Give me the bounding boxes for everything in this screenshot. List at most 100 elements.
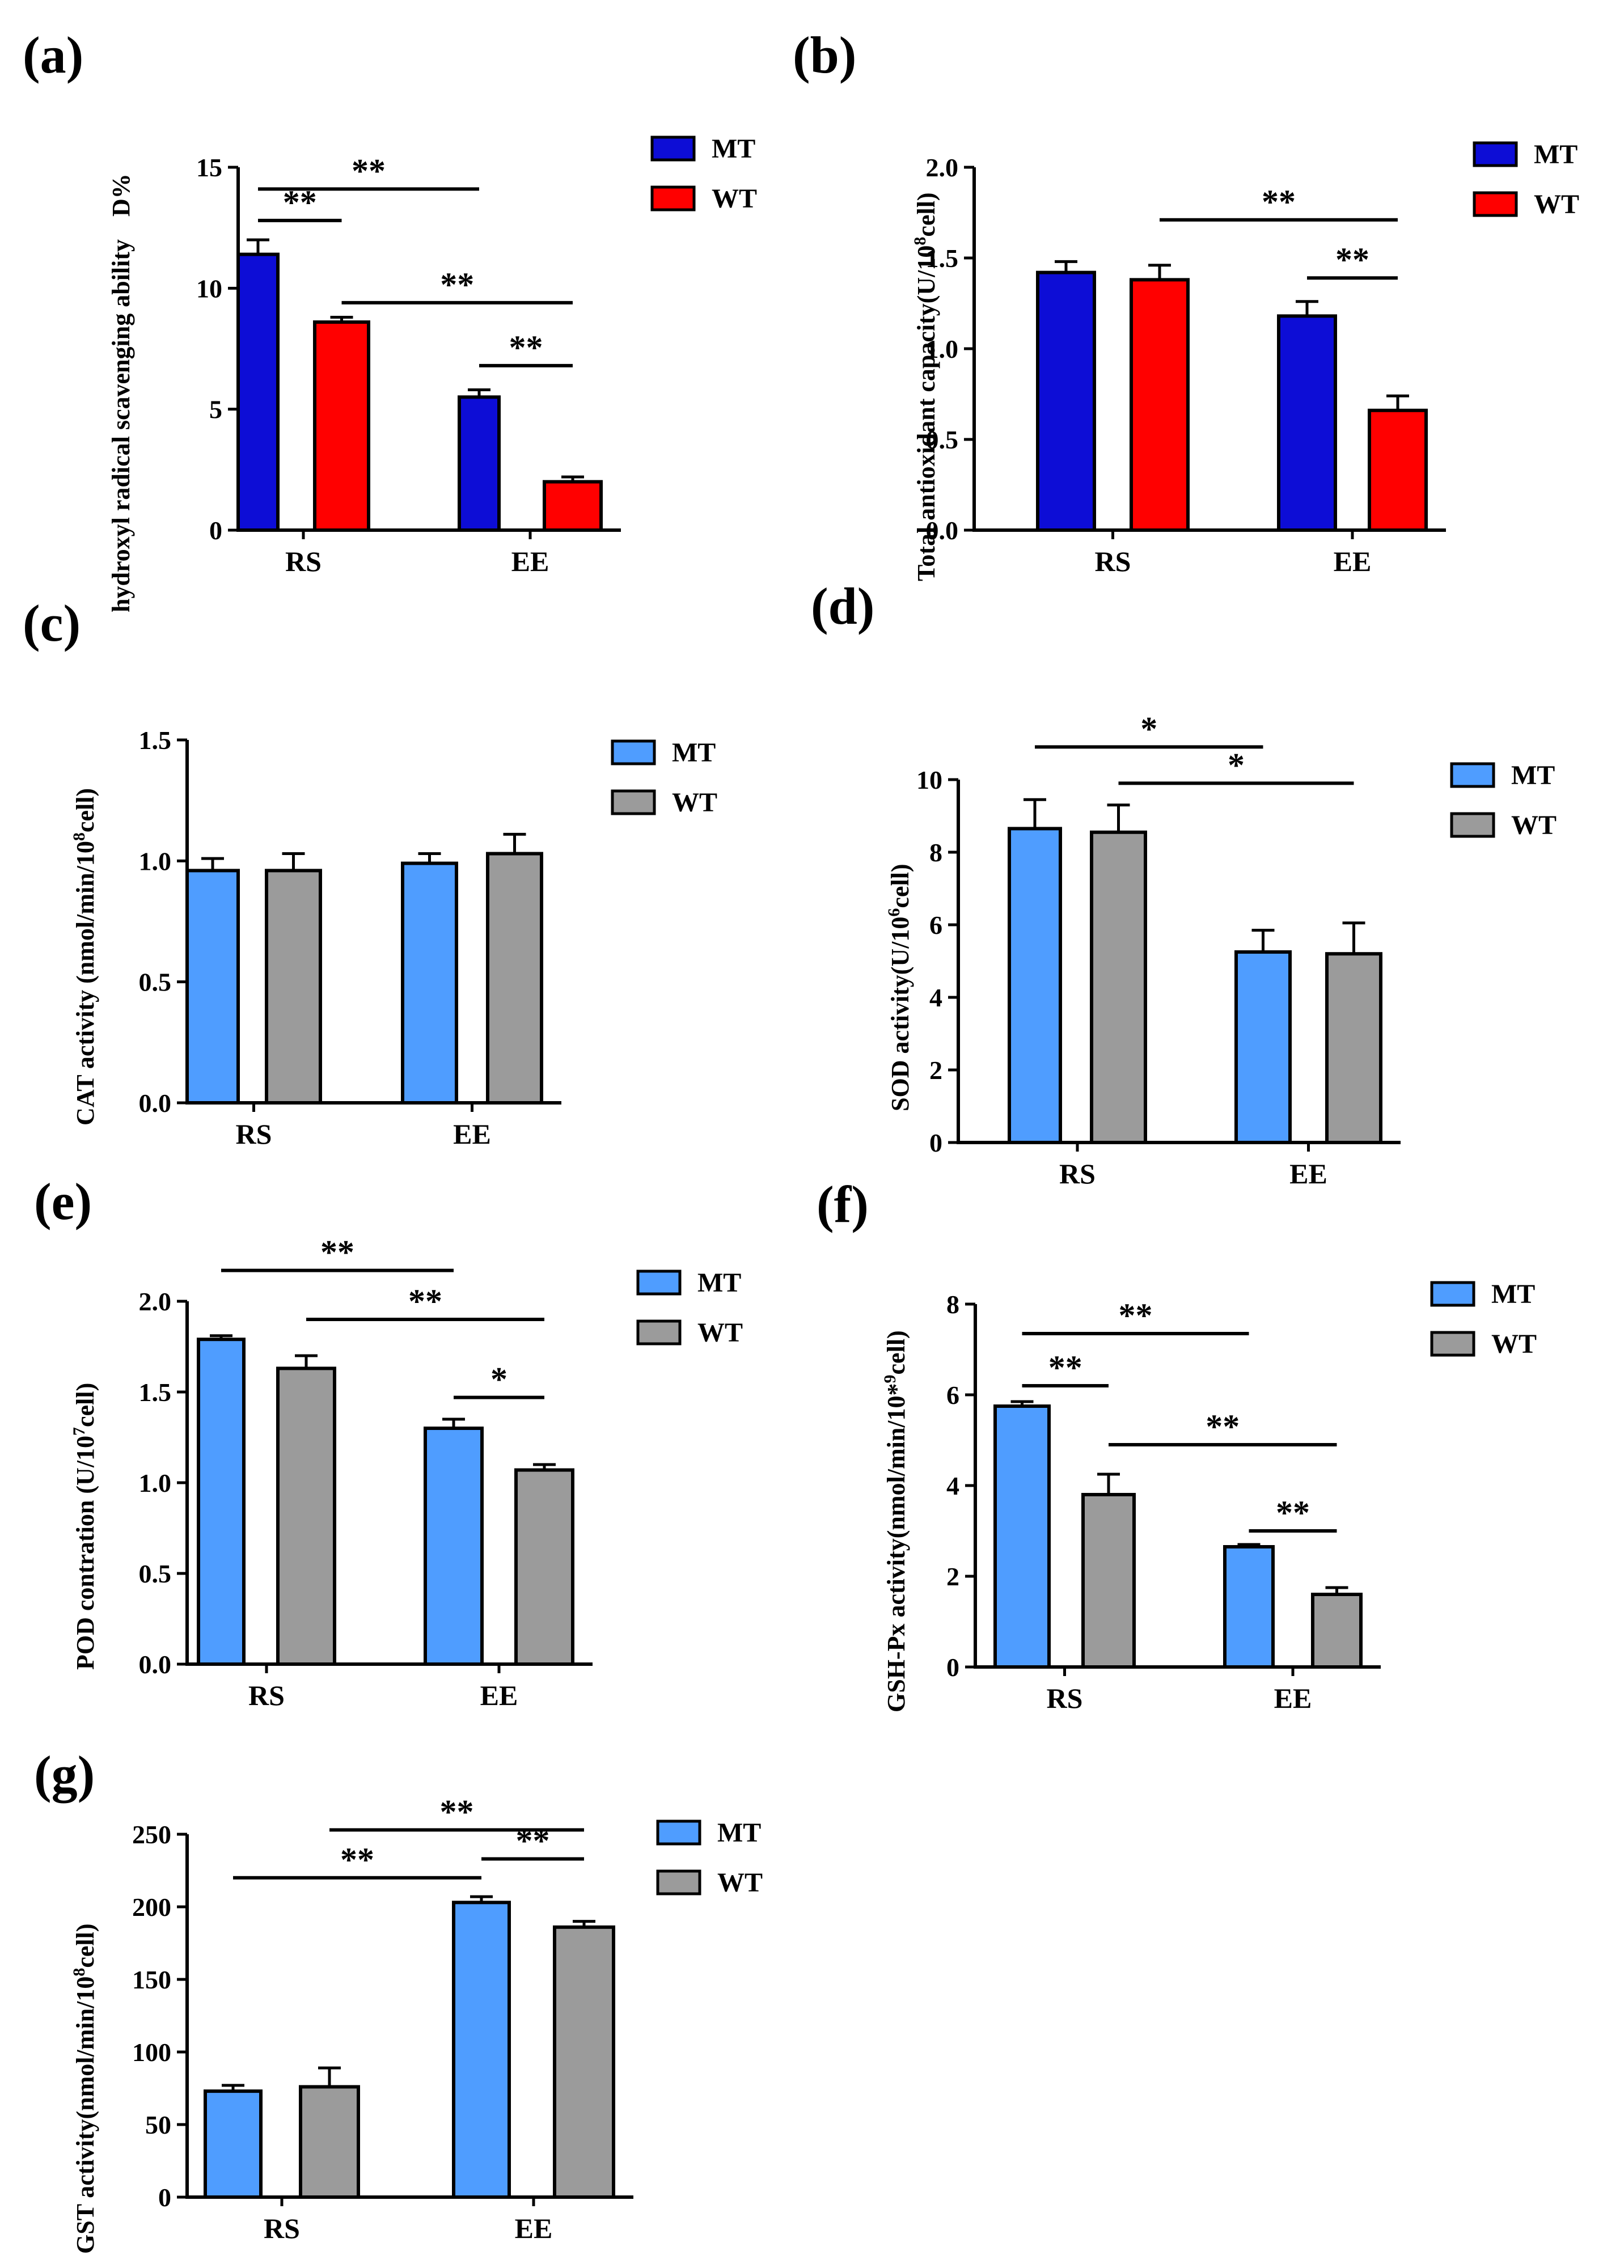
panel-f-y-axis-label: GSH-Px activity(nmol/min/10*9cell)	[881, 1330, 911, 1712]
panel-g-bar-wt-ee	[553, 1925, 615, 2199]
panel-b-y-tick-label: 2.0	[926, 153, 959, 182]
panel-d-legend-swatch-wt	[1450, 812, 1495, 838]
panel-b-significance-label: **	[1262, 183, 1296, 221]
panel-b-y-tick-label: 0.5	[926, 425, 959, 454]
panel-b-legend-label-wt: WT	[1534, 189, 1579, 219]
panel-f: GSH-Px activity(nmol/min/10*9cell) 0 2 4 6 8…	[881, 1279, 1537, 1714]
panel-e-y-tick-label: 0.5	[139, 1559, 172, 1588]
panel-a-bar-wt-ee	[543, 480, 603, 532]
panel-c-bar-mt-ee	[401, 861, 458, 1105]
panel-b-letter: (b)	[793, 26, 856, 84]
panel-c-y-tick-label: 1.5	[139, 726, 172, 755]
panel-a-y-tick-label: 10	[196, 274, 222, 303]
panel-d-y-tick-label: 6	[929, 911, 942, 940]
panel-e-legend-swatch-mt	[636, 1270, 682, 1296]
panel-e-significance-label: **	[408, 1283, 442, 1320]
panel-d-x-tick-label-rs: RS	[1059, 1158, 1096, 1190]
panel-c-legend-label-wt: WT	[672, 788, 717, 818]
panel-b-y-tick-label: 0.0	[926, 516, 959, 545]
panel-a-significance-label: **	[283, 184, 317, 221]
panel-g-significance-label: **	[340, 1841, 374, 1878]
panel-d-legend-label-mt: MT	[1511, 760, 1555, 790]
panel-e-legend-label-wt: WT	[697, 1318, 743, 1348]
panel-f-x-tick-label-ee: EE	[1274, 1682, 1312, 1714]
panel-a-letter: (a)	[23, 26, 83, 84]
panel-g-y-tick-label: 250	[132, 1820, 171, 1849]
panel-c: CAT activity (nmol/min/108cell) 0.0 0.5 1.…	[70, 726, 718, 1150]
panel-e-y-tick-label: 0.0	[139, 1650, 172, 1679]
panel-b-x-tick-label-ee: EE	[1334, 545, 1372, 577]
panel-f-bar-wt-ee	[1311, 1593, 1363, 1669]
panel-a-y-tick-label: 15	[196, 153, 222, 182]
panel-d-letter: (d)	[811, 577, 874, 635]
panel-f-significance-label: **	[1276, 1494, 1310, 1531]
panel-e-x-tick-label-rs: RS	[248, 1679, 285, 1711]
panel-f-legend-label-mt: MT	[1491, 1279, 1535, 1309]
panel-g: GST activity(nmol/min/108cell) 0 50 100 150…	[70, 1793, 763, 2254]
panel-b-legend-swatch-wt	[1473, 191, 1518, 217]
panel-g-bar-mt-ee	[452, 1901, 511, 2199]
panel-e-significance-label: **	[320, 1234, 354, 1271]
panel-g-significance-label: **	[516, 1822, 550, 1860]
panel-g-significance-label: **	[440, 1793, 474, 1830]
panel-c-x-tick-label-rs: RS	[236, 1118, 272, 1150]
panel-g-y-tick-label: 0	[158, 2183, 171, 2212]
panel-a-bar-wt-rs	[313, 320, 370, 532]
panel-e-bar-wt-ee	[514, 1468, 574, 1666]
panel-d: SOD activity(U/106cell) 0 2 4 6 8 10 RS EE * * MT W…	[885, 710, 1557, 1190]
panel-d-legend-label-wt: WT	[1511, 810, 1557, 840]
panel-a-y-tick-label: 5	[209, 395, 222, 424]
panel-c-legend-label-mt: MT	[672, 738, 716, 768]
panel-a-legend-swatch-wt	[650, 185, 696, 211]
panel-g-bar-wt-rs	[299, 2085, 360, 2199]
panel-d-y-tick-label: 10	[916, 765, 942, 794]
panel-b-y-tick-label: 1.5	[926, 244, 959, 273]
panel-b-bar-mt-rs	[1036, 270, 1096, 532]
panel-f-legend-label-wt: WT	[1491, 1329, 1537, 1359]
panel-e: POD contration (U/107cell) 0.0 0.5 1.0 1.5 2…	[70, 1234, 743, 1711]
panel-g-legend-swatch-wt	[656, 1869, 701, 1895]
panel-b-bar-wt-ee	[1368, 408, 1428, 532]
panel-d-bar-mt-ee	[1234, 950, 1292, 1144]
panel-e-legend-label-mt: MT	[697, 1268, 741, 1298]
panel-a-x-tick-label-ee: EE	[511, 545, 549, 577]
panel-a-x-tick-label-rs: RS	[285, 545, 322, 577]
panel-a: hydroxyl radical scavenging abilityD% 0 5…	[107, 134, 757, 612]
panel-d-bar-mt-rs	[1008, 827, 1062, 1144]
panel-b-significance-label: **	[1335, 241, 1369, 278]
panel-e-bar-mt-ee	[424, 1427, 484, 1666]
panel-g-y-tick-label: 150	[132, 1965, 171, 1994]
panel-d-y-axis-label: SOD activity(U/106cell)	[885, 864, 915, 1111]
panel-e-y-axis-label: POD contration (U/107cell)	[70, 1383, 100, 1670]
panel-f-y-tick-label: 8	[946, 1290, 959, 1319]
panel-b-bar-mt-ee	[1277, 314, 1337, 532]
panel-e-x-tick-label-ee: EE	[480, 1679, 518, 1711]
panel-a-legend-swatch-mt	[650, 136, 696, 162]
panel-f-y-tick-label: 6	[946, 1381, 959, 1410]
panel-e-bar-wt-rs	[276, 1366, 336, 1666]
panel-a-y-tick-label: 0	[209, 516, 222, 545]
panel-d-y-tick-label: 8	[929, 838, 942, 867]
panel-e-letter: (e)	[34, 1173, 92, 1230]
panel-g-legend-swatch-mt	[656, 1820, 701, 1846]
panel-d-bar-wt-ee	[1325, 952, 1382, 1144]
panel-d-y-tick-label: 0	[929, 1128, 942, 1157]
panel-d-bar-wt-rs	[1090, 830, 1147, 1145]
panel-f-bar-mt-ee	[1223, 1545, 1275, 1669]
panel-a-legend-label-wt: WT	[712, 184, 757, 214]
panel-g-letter: (g)	[34, 1745, 95, 1803]
panel-f-letter: (f)	[817, 1175, 869, 1233]
panel-g-x-tick-label-rs: RS	[264, 2212, 300, 2244]
panel-a-bar-mt-rs	[236, 252, 280, 532]
panel-c-y-tick-label: 0.0	[139, 1089, 172, 1118]
panel-f-significance-label: **	[1206, 1408, 1240, 1445]
panel-e-y-tick-label: 1.0	[139, 1469, 172, 1497]
panel-d-significance-label: *	[1228, 746, 1245, 784]
panel-f-significance-label: **	[1048, 1349, 1082, 1386]
panel-a-significance-label: **	[509, 329, 543, 366]
panel-c-x-tick-label-ee: EE	[453, 1118, 491, 1150]
panel-g-bar-mt-rs	[204, 2089, 263, 2199]
panel-a-significance-label: **	[352, 152, 386, 189]
panel-f-x-tick-label-rs: RS	[1047, 1682, 1083, 1714]
panel-c-y-axis-label: CAT activity (nmol/min/108cell)	[70, 788, 100, 1125]
